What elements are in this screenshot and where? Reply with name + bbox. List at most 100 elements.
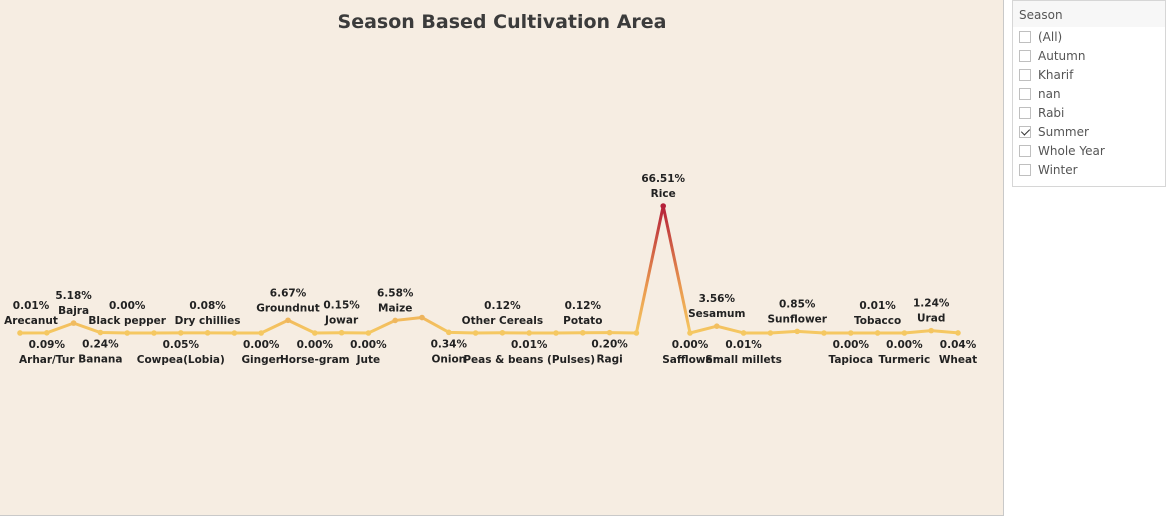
category-label: Urad: [917, 313, 945, 325]
checkbox[interactable]: [1019, 30, 1031, 43]
filter-option[interactable]: Winter: [1013, 160, 1165, 179]
category-label: Other Cereals: [462, 315, 543, 327]
category-label: Safflower: [662, 354, 718, 366]
category-label: Arhar/Tur: [19, 354, 75, 366]
category-label: Onion: [431, 353, 466, 365]
filter-option-label: nan: [1038, 86, 1061, 101]
category-label: Cowpea(Lobia): [137, 354, 225, 366]
data-point[interactable]: [848, 330, 854, 336]
data-point[interactable]: [740, 330, 747, 336]
filter-option[interactable]: Autumn: [1013, 46, 1165, 65]
category-label: Maize: [378, 302, 412, 314]
data-label: 0.01%: [859, 300, 896, 312]
data-label: 0.04%: [940, 339, 977, 351]
data-label: 0.00%: [672, 339, 709, 351]
filter-option-label: (All): [1038, 29, 1063, 44]
data-point[interactable]: [526, 330, 532, 336]
category-label: Sunflower: [767, 313, 827, 325]
data-point[interactable]: [97, 329, 104, 336]
data-label: 0.01%: [13, 300, 50, 312]
checkbox[interactable]: [1019, 87, 1031, 100]
category-label: Ginger: [241, 354, 281, 366]
filter-option[interactable]: nan: [1013, 84, 1165, 103]
data-point[interactable]: [258, 330, 265, 336]
data-point[interactable]: [767, 330, 774, 336]
data-point[interactable]: [419, 314, 425, 321]
line-chart[interactable]: 0.01% Arecanut 0.09% Arhar/Tur 5.18% Bajra 0.2…: [0, 0, 1004, 516]
data-point[interactable]: [606, 329, 613, 336]
data-label: 0.00%: [886, 339, 923, 351]
data-label: 0.05%: [163, 339, 200, 351]
checkbox[interactable]: [1019, 144, 1031, 157]
category-label: Tobacco: [854, 315, 901, 327]
category-label: Black pepper: [88, 315, 166, 327]
data-point[interactable]: [365, 330, 372, 336]
data-point[interactable]: [821, 330, 827, 336]
data-point[interactable]: [151, 330, 157, 336]
filter-option[interactable]: Summer: [1013, 122, 1165, 141]
category-label: Groundnut: [256, 302, 319, 314]
data-point[interactable]: [17, 330, 23, 336]
filter-option[interactable]: (All): [1013, 27, 1165, 46]
data-point[interactable]: [955, 330, 961, 336]
category-label: Wheat: [939, 354, 977, 366]
data-label: 0.00%: [350, 339, 387, 351]
checkbox[interactable]: [1019, 163, 1031, 176]
data-label: 66.51%: [641, 173, 685, 185]
category-label: Potato: [563, 315, 602, 327]
data-label: 0.34%: [431, 338, 468, 350]
season-filter-panel: Season (All) Autumn Kharif nan Rabi Summer Who…: [1012, 0, 1166, 187]
data-point[interactable]: [446, 329, 452, 336]
data-point[interactable]: [392, 317, 399, 324]
data-point[interactable]: [44, 330, 50, 336]
data-point[interactable]: [874, 330, 881, 336]
category-label: Dry chillies: [175, 315, 241, 327]
category-label: Small millets: [705, 354, 782, 366]
data-point[interactable]: [660, 203, 666, 209]
data-label: 0.00%: [109, 300, 146, 312]
data-point[interactable]: [312, 330, 318, 336]
filter-option[interactable]: Kharif: [1013, 65, 1165, 84]
data-point[interactable]: [70, 320, 77, 326]
category-label: Rice: [651, 188, 676, 200]
data-label: 5.18%: [55, 290, 92, 302]
data-point[interactable]: [231, 330, 238, 336]
data-point[interactable]: [285, 317, 291, 324]
data-point[interactable]: [714, 323, 720, 330]
checkbox[interactable]: [1019, 68, 1031, 81]
data-point[interactable]: [178, 330, 184, 336]
data-point[interactable]: [901, 330, 908, 336]
checkbox[interactable]: [1019, 125, 1031, 138]
filter-option[interactable]: Rabi: [1013, 103, 1165, 122]
data-label: 6.58%: [377, 287, 414, 299]
checkbox[interactable]: [1019, 106, 1031, 119]
chart-title: Season Based Cultivation Area: [337, 11, 667, 33]
data-point[interactable]: [633, 330, 640, 336]
data-point[interactable]: [499, 329, 506, 336]
data-label: 0.09%: [29, 339, 66, 351]
filter-option-label: Winter: [1038, 162, 1078, 177]
category-label: Peas & beans (Pulses): [463, 354, 595, 366]
data-label: 0.08%: [189, 300, 226, 312]
filter-list: (All) Autumn Kharif nan Rabi Summer Whole Year…: [1013, 27, 1165, 179]
filter-option[interactable]: Whole Year: [1013, 141, 1165, 160]
checkbox[interactable]: [1019, 49, 1031, 62]
data-point[interactable]: [204, 330, 211, 336]
data-point[interactable]: [472, 330, 479, 336]
data-point[interactable]: [928, 327, 934, 334]
data-point[interactable]: [794, 328, 800, 335]
category-label: Bajra: [58, 305, 89, 317]
data-point[interactable]: [124, 330, 130, 336]
filter-option-label: Whole Year: [1038, 143, 1105, 158]
data-point[interactable]: [687, 330, 693, 336]
data-label: 0.01%: [725, 339, 762, 351]
data-label: 1.24%: [913, 298, 950, 310]
data-label: 0.24%: [82, 339, 119, 351]
filter-option-label: Summer: [1038, 124, 1089, 139]
data-label: 0.15%: [323, 300, 360, 312]
data-point[interactable]: [338, 329, 345, 336]
filter-title: Season: [1013, 1, 1165, 27]
data-point[interactable]: [553, 330, 559, 336]
category-label: Banana: [78, 354, 122, 366]
data-point[interactable]: [580, 329, 586, 336]
